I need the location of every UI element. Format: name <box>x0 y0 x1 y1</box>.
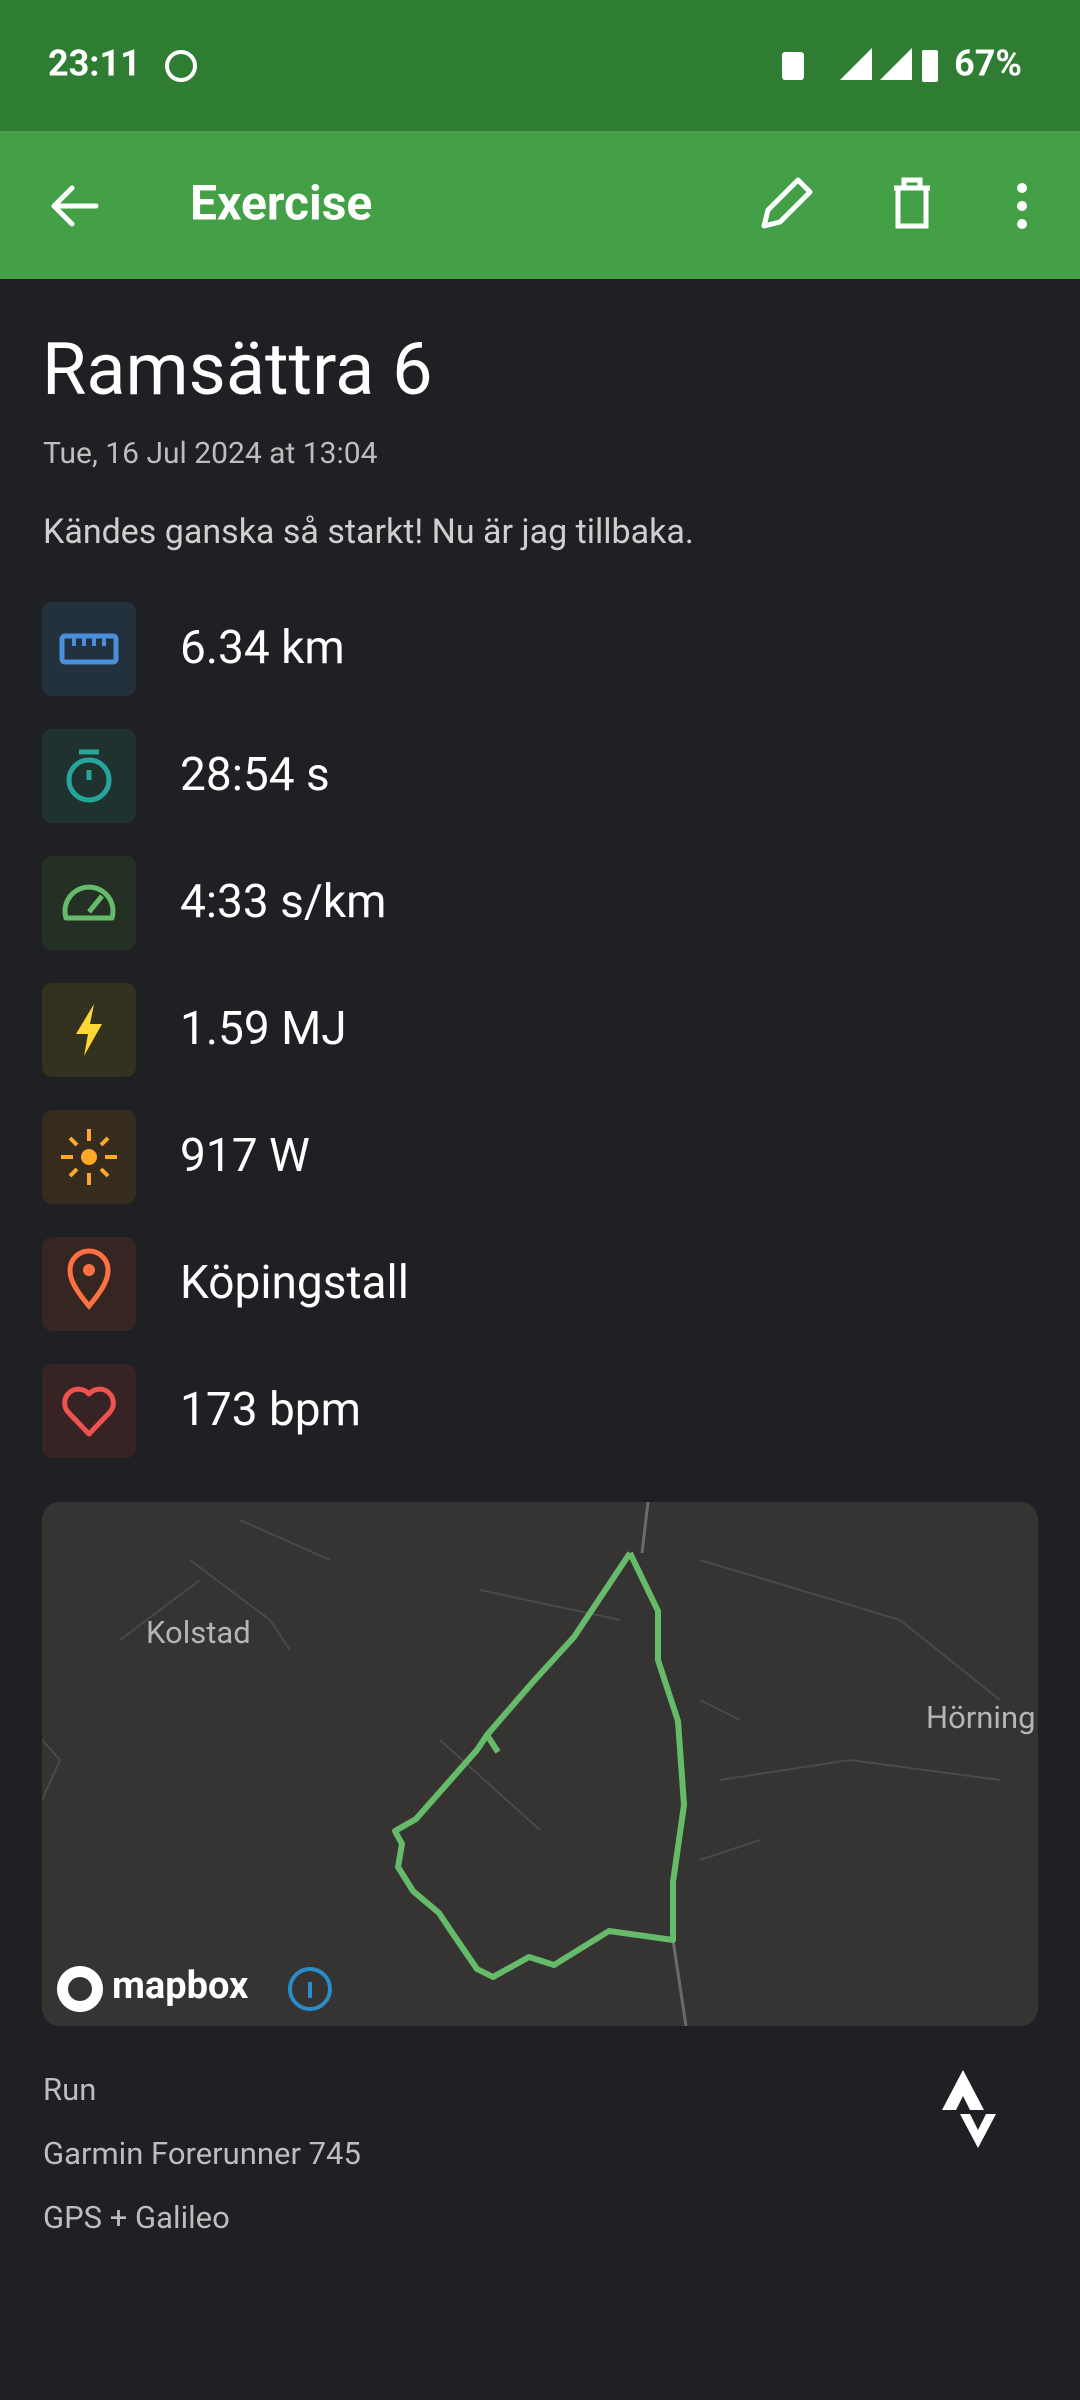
stat-value: 6.34 km <box>180 621 345 675</box>
power-icon <box>81 1149 97 1165</box>
status-icon <box>165 50 197 82</box>
map-attribution: mapbox <box>112 1964 249 2008</box>
exercise-title: Ramsättra 6 <box>42 327 433 412</box>
status-battery: 67% <box>954 43 1022 85</box>
stat-icon-bg <box>42 1364 136 1458</box>
status-time: 23:11 <box>48 43 141 85</box>
strava-logo[interactable] <box>942 2070 996 2148</box>
app-bar <box>0 131 1080 279</box>
stat-icon-bg <box>42 856 136 950</box>
distance-icon <box>59 633 119 665</box>
stat-row: 1.59 MJ <box>42 983 347 1077</box>
stat-row: 917 W <box>42 1110 310 1204</box>
map-info-button[interactable] <box>288 1967 332 2011</box>
stat-value: 28:54 s <box>180 748 330 802</box>
map-label: Hörning <box>926 1699 1035 1736</box>
stat-row: Köpingstall <box>42 1237 409 1331</box>
more-button[interactable] <box>1017 183 1027 229</box>
edit-button[interactable] <box>761 177 813 229</box>
stat-row: 6.34 km <box>42 602 345 696</box>
route <box>392 1551 687 1980</box>
delete-button[interactable] <box>894 177 930 229</box>
footer-text: GPS + Galileo <box>43 2199 230 2236</box>
app-bar-title: Exercise <box>190 175 372 232</box>
map[interactable]: Kolstad Hörning mapbox <box>42 1502 1038 2026</box>
map-roads <box>42 1519 1001 1861</box>
stat-icon-bg <box>42 602 136 696</box>
stat-row: 173 bpm <box>42 1364 361 1458</box>
energy-icon <box>76 1004 102 1056</box>
pace-icon <box>62 884 116 921</box>
stat-row: 28:54 s <box>42 729 330 823</box>
exercise-note: Kändes ganska så starkt! Nu är jag tillb… <box>43 512 694 552</box>
footer-text: Run <box>43 2071 96 2108</box>
location-icon <box>67 1248 111 1310</box>
footer-text: Garmin Forerunner 745 <box>43 2135 361 2172</box>
stat-icon-bg <box>42 1237 136 1331</box>
stat-value: 173 bpm <box>180 1383 361 1437</box>
status-icons <box>782 48 938 82</box>
heart-rate-icon <box>62 1386 116 1437</box>
back-button[interactable] <box>51 185 99 227</box>
duration-icon <box>66 757 112 803</box>
stat-value: 1.59 MJ <box>180 1002 347 1056</box>
stat-value: 917 W <box>180 1129 310 1183</box>
map-label: Kolstad <box>146 1614 251 1651</box>
status-bar <box>0 0 1080 131</box>
stat-value: Köpingstall <box>180 1256 409 1310</box>
exercise-date: Tue, 16 Jul 2024 at 13:04 <box>43 436 378 471</box>
stat-value: 4:33 s/km <box>180 875 386 929</box>
stat-row: 4:33 s/km <box>42 856 386 950</box>
